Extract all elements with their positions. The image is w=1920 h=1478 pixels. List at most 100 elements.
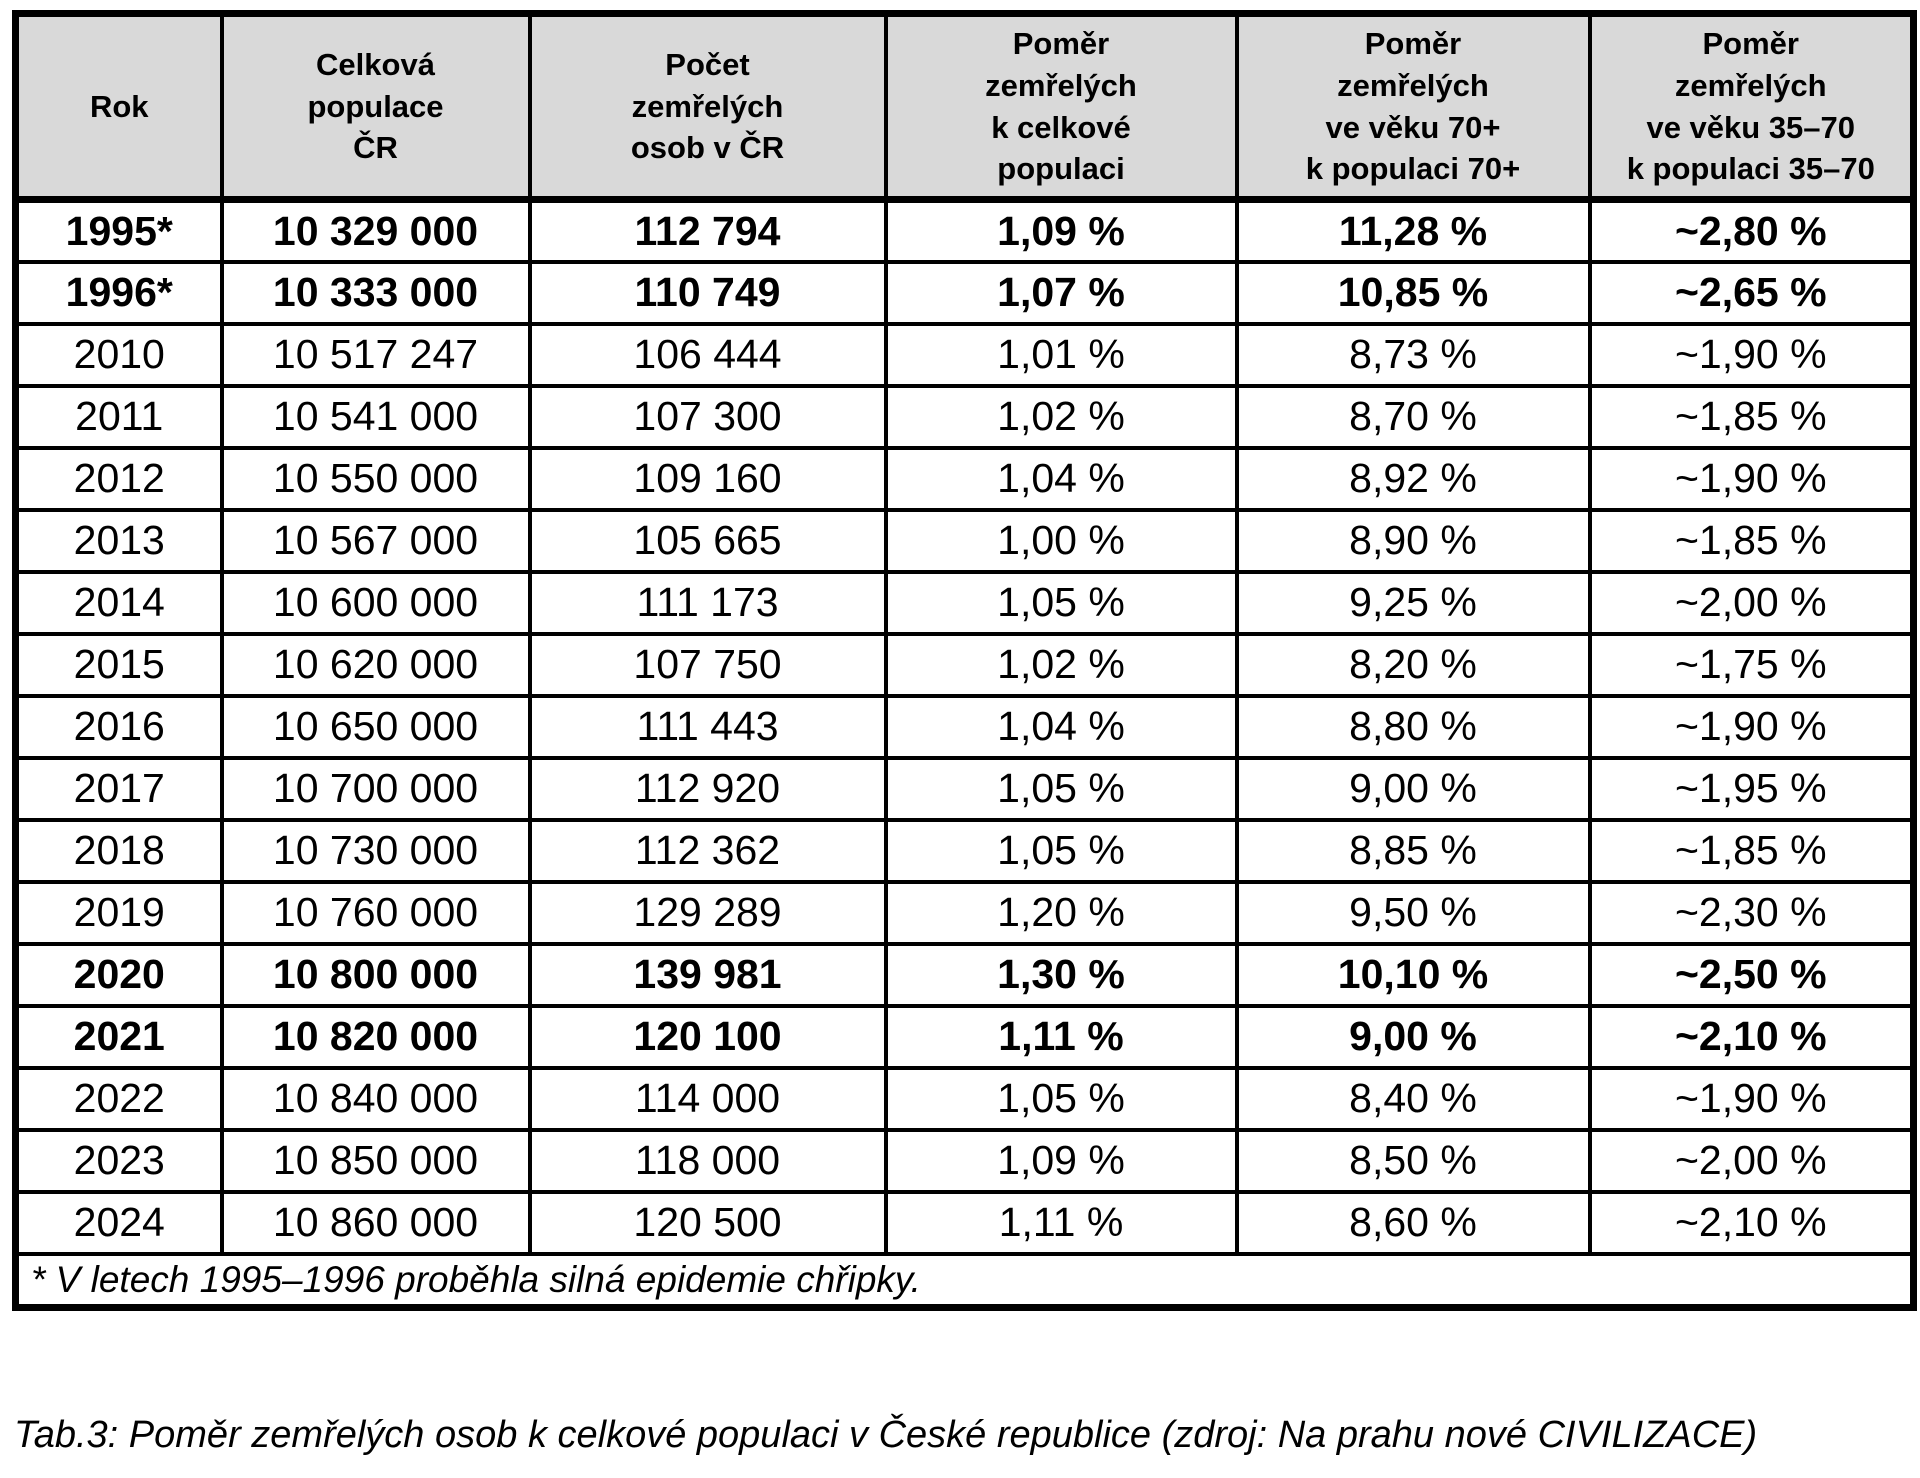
year-cell: 2015 (13, 631, 224, 698)
value-cell: 1,05 % (883, 569, 1239, 636)
value-cell: 10,10 % (1234, 941, 1592, 1008)
table-row: 2013 10 567 000 105 665 1,00 % 8,90 % ~1,85 % (13, 507, 1916, 574)
year-cell: 2013 (13, 507, 224, 574)
table-row: 2020 10 800 000 139 981 1,30 % 10,10 % ~2,50 … (13, 941, 1916, 1008)
value-cell: 8,85 % (1234, 817, 1592, 884)
value-cell: 10 333 000 (219, 259, 532, 326)
value-cell: 1,02 % (883, 383, 1239, 450)
value-cell: 1,20 % (883, 879, 1239, 946)
value-cell: 10 760 000 (219, 879, 532, 946)
value-cell: 111 443 (527, 693, 888, 760)
value-cell: 10 517 247 (219, 321, 532, 388)
year-cell: 2010 (13, 321, 224, 388)
table-caption: Tab.3: Poměr zemřelých osob k celkové po… (14, 1414, 1758, 1456)
value-cell: 120 100 (527, 1003, 888, 1070)
value-cell: 109 160 (527, 445, 888, 512)
value-cell: 110 749 (527, 259, 888, 326)
value-cell: 10 567 000 (219, 507, 532, 574)
value-cell: 10 600 000 (219, 569, 532, 636)
value-cell: 1,01 % (883, 321, 1239, 388)
value-cell: 8,80 % (1234, 693, 1592, 760)
value-cell: 106 444 (527, 321, 888, 388)
value-cell: 10 550 000 (219, 445, 532, 512)
value-cell: 120 500 (527, 1189, 888, 1256)
year-cell: 1996* (13, 259, 224, 326)
value-cell: ~1,75 % (1587, 631, 1916, 698)
year-cell: 2024 (13, 1189, 224, 1256)
value-cell: 112 794 (527, 197, 888, 264)
year-cell: 2020 (13, 941, 224, 1008)
value-cell: 105 665 (527, 507, 888, 574)
value-cell: 139 981 (527, 941, 888, 1008)
value-cell: ~1,85 % (1587, 507, 1916, 574)
column-header: Rok (13, 11, 224, 203)
value-cell: ~1,85 % (1587, 383, 1916, 450)
value-cell: 129 289 (527, 879, 888, 946)
value-cell: 107 750 (527, 631, 888, 698)
year-cell: 2023 (13, 1127, 224, 1194)
table-row: 2014 10 600 000 111 173 1,05 % 9,25 % ~2,00 % (13, 569, 1916, 636)
table-row: 2015 10 620 000 107 750 1,02 % 8,20 % ~1,75 % (13, 631, 1916, 698)
column-header: Poměr zemřelých ve věku 35–70 k populaci… (1587, 11, 1916, 203)
value-cell: 10 850 000 (219, 1127, 532, 1194)
table-row: 2016 10 650 000 111 443 1,04 % 8,80 % ~1,90 % (13, 693, 1916, 760)
year-cell: 2022 (13, 1065, 224, 1132)
table-row: 2012 10 550 000 109 160 1,04 % 8,92 % ~1,90 % (13, 445, 1916, 512)
value-cell: 10 541 000 (219, 383, 532, 450)
table-row: 2017 10 700 000 112 920 1,05 % 9,00 % ~1,95 % (13, 755, 1916, 822)
column-header: Počet zemřelých osob v ČR (527, 11, 888, 203)
value-cell: 8,70 % (1234, 383, 1592, 450)
column-header: Poměr zemřelých k celkové populaci (883, 11, 1239, 203)
year-cell: 2017 (13, 755, 224, 822)
value-cell: 1,02 % (883, 631, 1239, 698)
value-cell: 8,90 % (1234, 507, 1592, 574)
value-cell: 8,92 % (1234, 445, 1592, 512)
value-cell: 1,09 % (883, 1127, 1239, 1194)
year-cell: 2014 (13, 569, 224, 636)
value-cell: 9,00 % (1234, 755, 1592, 822)
value-cell: ~2,65 % (1587, 259, 1916, 326)
value-cell: 10 329 000 (219, 197, 532, 264)
table-row: 1995* 10 329 000 112 794 1,09 % 11,28 % ~2,80… (13, 197, 1916, 264)
mortality-table: Rok Celková populace ČR Počet zemřelých os… (12, 10, 1917, 1311)
footnote-row: * V letech 1995–1996 proběhla silná epid… (13, 1251, 1916, 1310)
year-cell: 2012 (13, 445, 224, 512)
value-cell: ~2,30 % (1587, 879, 1916, 946)
value-cell: ~1,90 % (1587, 693, 1916, 760)
year-cell: 2021 (13, 1003, 224, 1070)
value-cell: 112 920 (527, 755, 888, 822)
value-cell: 1,11 % (883, 1003, 1239, 1070)
value-cell: ~2,00 % (1587, 1127, 1916, 1194)
value-cell: 1,04 % (883, 445, 1239, 512)
column-header: Celková populace ČR (219, 11, 532, 203)
table-row: 2021 10 820 000 120 100 1,11 % 9,00 % ~2,10 % (13, 1003, 1916, 1070)
value-cell: 114 000 (527, 1065, 888, 1132)
column-header: Poměr zemřelých ve věku 70+ k populaci 7… (1234, 11, 1592, 203)
value-cell: 10 620 000 (219, 631, 532, 698)
table-row: 2018 10 730 000 112 362 1,05 % 8,85 % ~1,85 % (13, 817, 1916, 884)
value-cell: ~1,90 % (1587, 321, 1916, 388)
value-cell: 111 173 (527, 569, 888, 636)
table-row: 2022 10 840 000 114 000 1,05 % 8,40 % ~1,90 % (13, 1065, 1916, 1132)
value-cell: 8,60 % (1234, 1189, 1592, 1256)
value-cell: 8,20 % (1234, 631, 1592, 698)
year-cell: 1995* (13, 197, 224, 264)
value-cell: 10 860 000 (219, 1189, 532, 1256)
value-cell: 1,07 % (883, 259, 1239, 326)
value-cell: 107 300 (527, 383, 888, 450)
value-cell: ~2,10 % (1587, 1003, 1916, 1070)
value-cell: ~2,00 % (1587, 569, 1916, 636)
value-cell: ~2,50 % (1587, 941, 1916, 1008)
value-cell: 11,28 % (1234, 197, 1592, 264)
year-cell: 2019 (13, 879, 224, 946)
year-cell: 2016 (13, 693, 224, 760)
table-body: 1995* 10 329 000 112 794 1,09 % 11,28 % ~2,80… (13, 197, 1916, 1310)
table-row: 2023 10 850 000 118 000 1,09 % 8,50 % ~2,00 % (13, 1127, 1916, 1194)
table-row: 2011 10 541 000 107 300 1,02 % 8,70 % ~1,85 % (13, 383, 1916, 450)
value-cell: 1,09 % (883, 197, 1239, 264)
table-row: 2024 10 860 000 120 500 1,11 % 8,60 % ~2,10 % (13, 1189, 1916, 1256)
value-cell: 112 362 (527, 817, 888, 884)
value-cell: ~2,80 % (1587, 197, 1916, 264)
value-cell: 10 800 000 (219, 941, 532, 1008)
